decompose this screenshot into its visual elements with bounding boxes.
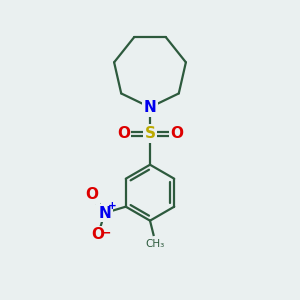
- Text: O: O: [85, 188, 99, 202]
- Text: N: N: [144, 100, 156, 115]
- Text: S: S: [145, 126, 155, 141]
- Text: O: O: [170, 126, 183, 141]
- Text: N: N: [98, 206, 111, 220]
- Text: O: O: [117, 126, 130, 141]
- Text: CH₃: CH₃: [146, 239, 165, 249]
- Text: −: −: [100, 226, 111, 239]
- Text: O: O: [91, 227, 104, 242]
- Text: +: +: [108, 201, 116, 211]
